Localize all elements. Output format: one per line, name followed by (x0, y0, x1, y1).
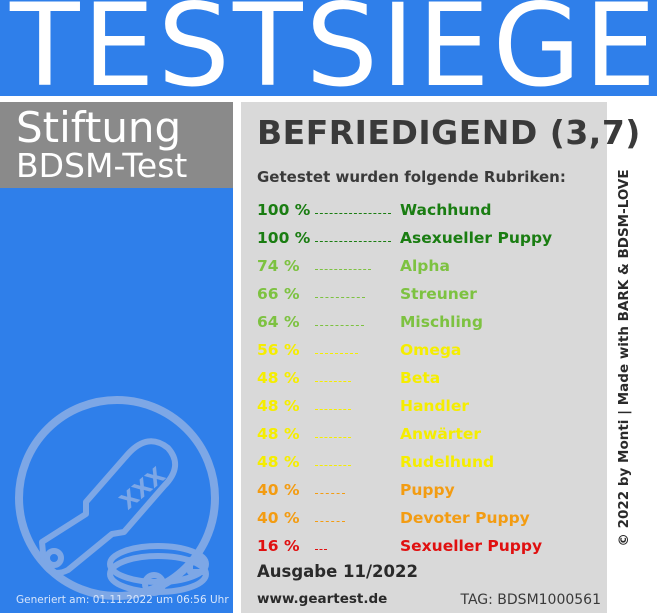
rubric-category: Anwärter (400, 425, 482, 443)
rubric-row: 16 % Sexueller Puppy (257, 534, 597, 562)
rubric-row: 48 % Rudelhund (257, 450, 597, 478)
generated-timestamp: Generiert am: 01.11.2022 um 06:56 Uhr (16, 594, 229, 606)
credit-text: © 2022 by Monti | Made with BARK & BDSM-… (616, 169, 632, 547)
collar-icon (107, 543, 209, 596)
rubric-bar (315, 381, 351, 382)
rubric-row: 48 % Anwärter (257, 422, 597, 450)
rubric-bar (315, 549, 327, 550)
rubric-percent: 16 % (257, 537, 300, 555)
organization-line1: Stiftung (16, 103, 182, 152)
organization-line2: BDSM-Test (16, 146, 188, 185)
banner-title: TESTSIEGER (10, 0, 657, 96)
rubric-percent: 56 % (257, 341, 300, 359)
rubric-bar (315, 437, 351, 438)
rubric-percent: 48 % (257, 453, 300, 471)
overall-rating: BEFRIEDIGEND (3,7) (257, 113, 641, 152)
rubric-category: Asexueller Puppy (400, 229, 553, 247)
rubric-bar (315, 409, 351, 410)
rubric-row: 40 % Devoter Puppy (257, 506, 597, 534)
credit-vertical: © 2022 by Monti | Made with BARK & BDSM-… (612, 108, 636, 608)
rubric-bar (315, 465, 351, 466)
rubric-row: 64 % Mischling (257, 310, 597, 338)
rubric-bar (315, 325, 364, 326)
rubric-percent: 100 % (257, 201, 311, 219)
rubrics-heading: Getestet wurden folgende Rubriken: (257, 168, 566, 186)
rubric-row: 100 % Wachhund (257, 198, 597, 226)
rubric-category: Puppy (400, 481, 455, 499)
rubric-row: 48 % Handler (257, 394, 597, 422)
rubric-bar (315, 297, 365, 298)
seal-emblem: XXX (15, 396, 219, 600)
rubric-percent: 48 % (257, 369, 300, 387)
rubric-category: Sexueller Puppy (400, 537, 543, 555)
testsieger-banner: TESTSIEGER (0, 0, 657, 96)
paddle-icon (39, 438, 178, 576)
rubric-row: 40 % Puppy (257, 478, 597, 506)
rubric-row: 48 % Beta (257, 366, 597, 394)
rubric-category: Streuner (400, 285, 477, 303)
website-label: www.geartest.de (257, 591, 388, 607)
rubric-row: 100 % Asexueller Puppy (257, 226, 597, 254)
rubric-bar (315, 353, 358, 354)
rubric-bar (315, 269, 371, 270)
rubric-bar (315, 521, 345, 522)
rubric-category: Handler (400, 397, 470, 415)
rubric-category: Wachhund (400, 201, 492, 219)
rubric-category: Alpha (400, 257, 450, 275)
rubric-category: Rudelhund (400, 453, 495, 471)
rubric-percent: 48 % (257, 397, 300, 415)
rubric-row: 56 % Omega (257, 338, 597, 366)
organization-box: Stiftung BDSM-Test (0, 102, 233, 188)
rubric-bar (315, 493, 345, 494)
rubric-bar (315, 241, 391, 242)
rubric-percent: 100 % (257, 229, 311, 247)
rubric-row: 74 % Alpha (257, 254, 597, 282)
rubric-percent: 64 % (257, 313, 300, 331)
seal-ring (15, 396, 219, 600)
rubric-category: Omega (400, 341, 462, 359)
rubric-percent: 40 % (257, 481, 300, 499)
rubric-category: Devoter Puppy (400, 509, 530, 527)
rubric-bar (315, 213, 391, 214)
rubric-percent: 66 % (257, 285, 300, 303)
rubric-percent: 40 % (257, 509, 300, 527)
issue-label: Ausgabe 11/2022 (257, 562, 418, 581)
rubric-category: Beta (400, 369, 441, 387)
rubric-percent: 74 % (257, 257, 300, 275)
rubric-category: Mischling (400, 313, 483, 331)
rubric-row: 66 % Streuner (257, 282, 597, 310)
rubric-percent: 48 % (257, 425, 300, 443)
rubric-list: 100 % Wachhund 100 % Asexueller Puppy 74 % Al… (257, 198, 597, 562)
results-panel: BEFRIEDIGEND (3,7) Getestet wurden folge… (241, 102, 640, 613)
tag-label: TAG: BDSM1000561 (460, 592, 601, 608)
